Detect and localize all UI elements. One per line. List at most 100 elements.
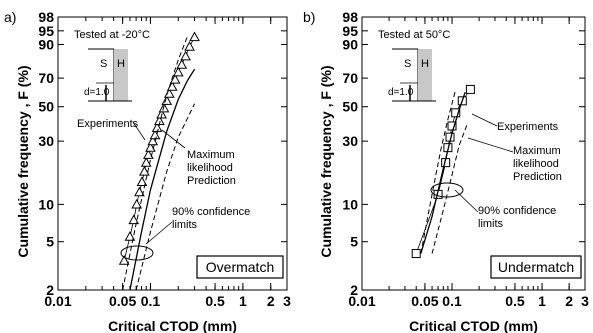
test-temperature-note: Tested at 50°C [378,29,450,41]
y-tick-label: 90 [342,36,358,52]
y-axis-label: Cumulative frequency , F (%) [318,65,334,257]
data-point-square [447,121,457,131]
x-tick-label: 0.01 [348,293,375,309]
data-point-triangle [131,198,143,209]
data-point-triangle [128,214,140,225]
match-label: Overmatch [206,259,274,275]
y-tick-label: 2 [46,282,54,298]
x-axis-label: Critical CTOD (mm) [108,318,237,333]
y-tick-label: 5 [46,234,54,250]
annotation-experiments: Experiments [77,118,139,130]
x-tick-label: 1 [538,293,546,309]
data-point-triangle [143,149,154,159]
series-confidence-right-line [135,103,196,291]
y-tick-label: 10 [38,196,54,212]
leader-confidence [145,221,173,245]
experiments-connector [415,89,471,254]
annotation-confidence-line: limits [172,219,198,231]
plot-frame [361,16,586,291]
y-axis-label: Cumulative frequency , F (%) [15,65,31,257]
match-label-box [490,255,582,279]
y-tick-label: 50 [342,99,358,115]
leader-experiments [132,121,146,141]
match-label: Undermatch [498,259,574,275]
x-tick-label: 0.5 [505,293,525,309]
leader-confidence [454,189,479,213]
annotation-confidence-line: 90% confidence [172,206,250,218]
weld-inset: S Hd=1.0 [388,48,436,102]
inset-dimension: d=1.0 [388,87,414,98]
annotation-prediction-line: Prediction [187,175,236,187]
data-point-triangle [124,231,136,241]
inset-hatched-zone [418,49,432,101]
y-tick-label: 70 [38,70,54,86]
x-tick-label: 0.01 [44,293,71,309]
y-tick-label: 2 [350,282,358,298]
series-confidence-left-line [122,36,188,291]
data-point-triangle [149,129,161,140]
annotation-confidence-line: 90% confidence [478,205,556,217]
inset-dimension: d=1.0 [84,87,110,98]
annotation-prediction-line: likelihood [513,158,559,170]
data-point-square [411,249,421,259]
weld-inset: S Hd=1.0 [84,48,132,102]
test-temperature-note: Tested at -20°C [74,29,150,41]
panel-letter: b) [303,9,315,25]
annotation-prediction-line: likelihood [187,162,233,174]
data-point-triangle [189,31,200,42]
x-tick-label: 3 [581,293,589,309]
x-tick-label: 0.5 [205,293,225,309]
data-point-triangle [176,59,188,69]
inset-hatched-zone [114,49,128,101]
data-point-triangle [139,166,150,176]
data-point-triangle [145,142,156,152]
y-tick-label: 90 [38,36,54,52]
data-point-square [451,108,461,118]
y-tick-label: 98 [38,9,54,25]
data-point-square [465,84,475,94]
series-prediction-line [420,92,466,254]
panel-letter: a) [4,9,16,25]
y-tick-label: 95 [342,23,358,39]
x-tick-label: 0.1 [141,293,161,309]
x-tick-label: 0.05 [109,293,136,309]
inset-label-h: H [117,58,125,70]
x-tick-label: 0.05 [411,293,438,309]
x-tick-label: 1 [239,293,247,309]
x-tick-label: 2 [267,293,275,309]
x-tick-label: 2 [565,293,573,309]
inset-label-h: H [421,58,429,70]
annotation-confidence-line: limits [478,218,504,230]
series-confidence-left-line [420,89,457,254]
x-tick-label: 0.1 [442,293,462,309]
data-point-triangle [180,50,191,61]
data-point-triangle [169,73,181,84]
y-tick-label: 10 [342,196,358,212]
y-tick-label: 95 [38,23,54,39]
confidence-ellipse [430,182,464,198]
y-tick-label: 30 [38,133,54,149]
series-prediction-line [129,68,196,291]
x-tick-label: 3 [283,293,291,309]
inset-label-s: S [404,58,411,70]
leader-experiments [471,113,498,127]
data-point-triangle [184,41,195,51]
y-tick-label: 30 [342,133,358,149]
confidence-ellipse [120,245,154,261]
y-tick-label: 70 [342,70,358,86]
inset-label-s: S [100,58,107,70]
y-tick-label: 50 [38,99,54,115]
series-confidence-right-line [431,122,469,254]
x-axis-label: Critical CTOD (mm) [409,318,538,333]
data-point-triangle [134,186,145,197]
data-point-triangle [140,157,152,167]
plot-frame [57,16,288,291]
y-tick-label: 98 [342,9,358,25]
match-label-box [196,255,284,279]
annotation-prediction-line: Maximum [513,145,561,157]
data-point-triangle [151,122,163,132]
leader-prediction [161,129,186,149]
annotation-prediction-line: Prediction [513,171,562,183]
